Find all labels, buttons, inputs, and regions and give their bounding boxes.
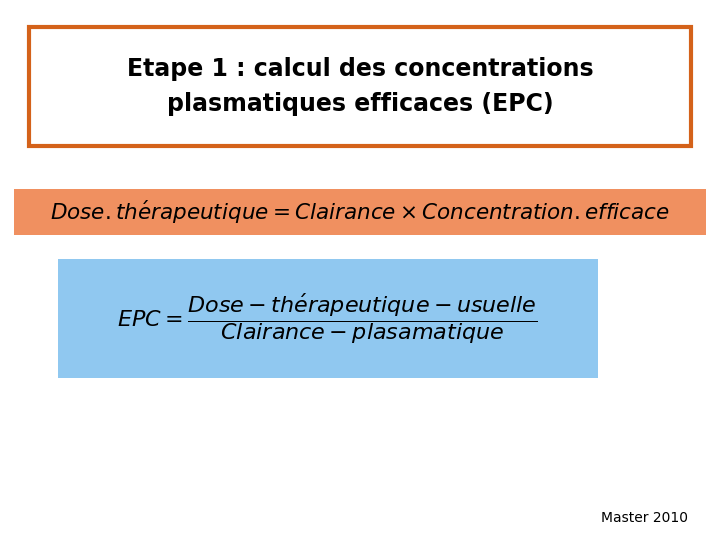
Text: Master 2010: Master 2010 [600, 511, 688, 525]
Text: plasmatiques efficaces (EPC): plasmatiques efficaces (EPC) [167, 92, 553, 116]
Text: $\mathit{Dose.th\acute{e}rapeutique = Clairance \times Concentration.efficace}$: $\mathit{Dose.th\acute{e}rapeutique = Cl… [50, 198, 670, 226]
Text: Etape 1 : calcul des concentrations: Etape 1 : calcul des concentrations [127, 57, 593, 81]
Text: $\mathit{EPC} = \dfrac{\mathit{Dose - th\acute{e}rapeutique - usuelle}}{\mathit{: $\mathit{EPC} = \dfrac{\mathit{Dose - th… [117, 291, 538, 346]
FancyBboxPatch shape [58, 259, 598, 378]
FancyBboxPatch shape [14, 189, 706, 235]
FancyBboxPatch shape [29, 27, 691, 146]
